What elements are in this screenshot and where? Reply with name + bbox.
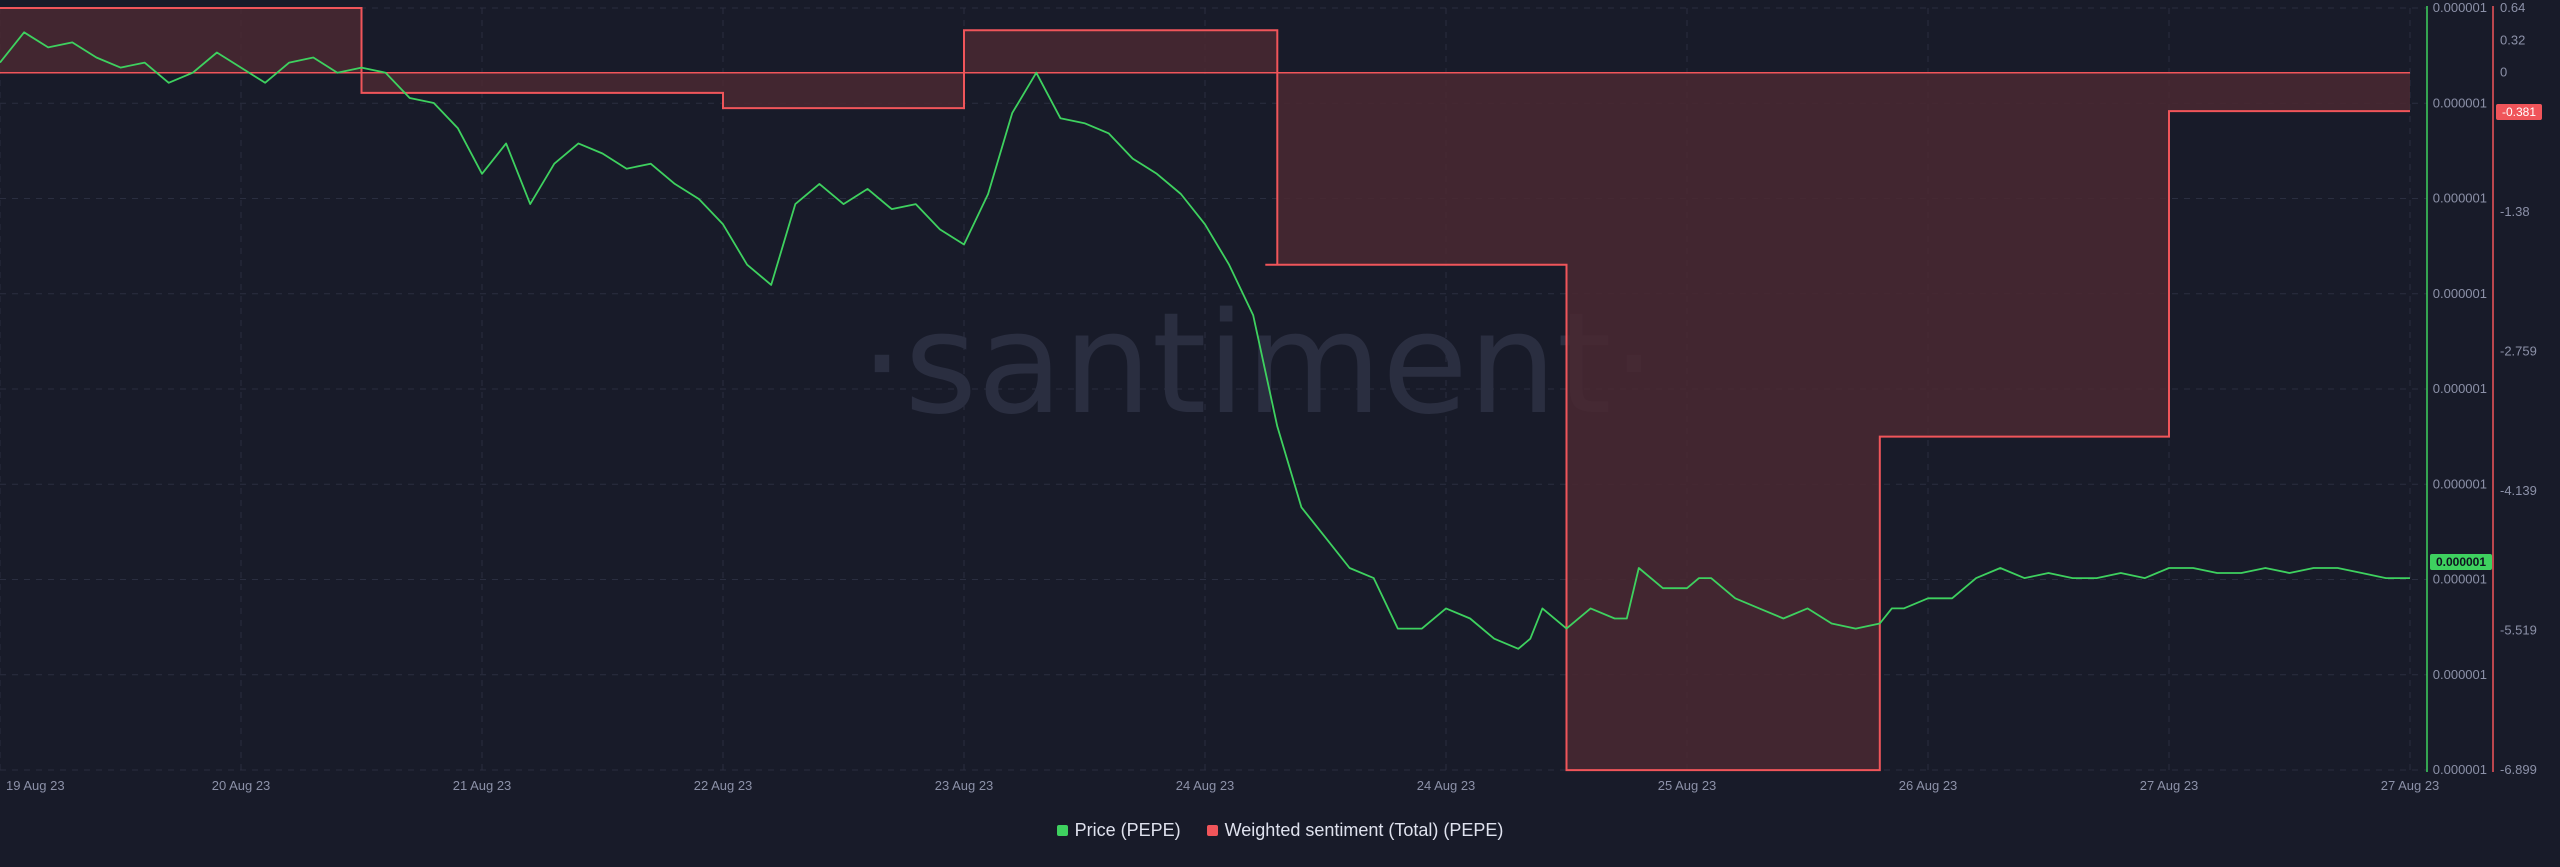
x-tick-label: 19 Aug 23	[6, 778, 65, 793]
price-current-label: 0.000001	[2436, 555, 2486, 569]
price-tick-label: 0.000001	[2433, 476, 2487, 491]
price-series	[0, 31, 2410, 650]
x-tick-label: 23 Aug 23	[935, 778, 994, 793]
x-tick-label: 25 Aug 23	[1658, 778, 1717, 793]
x-tick-label: 21 Aug 23	[453, 778, 512, 793]
x-tick-label: 24 Aug 23	[1176, 778, 1235, 793]
price-swatch-icon	[1056, 825, 1068, 836]
axes	[2426, 6, 2494, 772]
price-tick-label: 0.000001	[2433, 381, 2487, 396]
x-tick-label: 27 Aug 23	[2381, 778, 2440, 793]
watermark: ·santiment·	[860, 283, 1656, 446]
x-tick-label: 22 Aug 23	[694, 778, 753, 793]
sentiment-tick-label: -1.38	[2500, 204, 2530, 219]
price-tick-label: 0.000001	[2433, 95, 2487, 110]
price-line	[0, 31, 2410, 650]
x-axis-ticks: 19 Aug 23 20 Aug 23 21 Aug 23 22 Aug 23 23 A…	[6, 778, 2439, 793]
sentiment-axis-ticks: 0.64 0.32 0 -1.38 -2.759 -4.139 -5.519 -6.899	[2500, 0, 2537, 777]
price-tick-label: 0.000001	[2433, 191, 2487, 206]
sentiment-tick-label: 0.32	[2500, 32, 2525, 47]
x-tick-label: 20 Aug 23	[212, 778, 271, 793]
price-tick-label: 0.000001	[2433, 286, 2487, 301]
price-tick-label: 0.000001	[2433, 762, 2487, 777]
sentiment-line	[0, 7, 2410, 772]
x-tick-label: 24 Aug 23	[1417, 778, 1476, 793]
price-tick-label: 0.000001	[2433, 572, 2487, 587]
sentiment-tick-label: -5.519	[2500, 623, 2537, 638]
grid	[0, 7, 2427, 771]
sentiment-tick-label: -6.899	[2500, 762, 2537, 777]
sentiment-current-badge: -0.381	[2496, 104, 2542, 120]
sentiment-area	[0, 8, 2410, 771]
sentiment-tick-label: -4.139	[2500, 483, 2537, 498]
price-axis-ticks: 0.000001 0.000001 0.000001 0.000001 0.000001…	[2433, 0, 2487, 777]
legend-label-price: Price (PEPE)	[1074, 820, 1181, 840]
sentiment-tick-label: 0	[2500, 65, 2507, 80]
price-tick-label: 0.000001	[2433, 667, 2487, 682]
sentiment-tick-label: -2.759	[2500, 344, 2537, 359]
x-tick-label: 27 Aug 23	[2140, 778, 2199, 793]
price-current-badge: 0.000001	[2430, 554, 2492, 570]
x-tick-label: 26 Aug 23	[1899, 778, 1958, 793]
sentiment-tick-label: 0.64	[2500, 0, 2525, 15]
sentiment-swatch-icon	[1206, 825, 1218, 836]
legend: Price (PEPE) Weighted sentiment (Total) …	[0, 820, 2560, 841]
legend-item-sentiment[interactable]: Weighted sentiment (Total) (PEPE)	[1206, 820, 1504, 841]
price-tick-label: 0.000001	[2433, 0, 2487, 15]
legend-item-price[interactable]: Price (PEPE)	[1056, 820, 1181, 841]
legend-label-sentiment: Weighted sentiment (Total) (PEPE)	[1224, 820, 1504, 840]
sentiment-current-label: -0.381	[2502, 105, 2536, 119]
sentiment-series	[0, 7, 2410, 772]
